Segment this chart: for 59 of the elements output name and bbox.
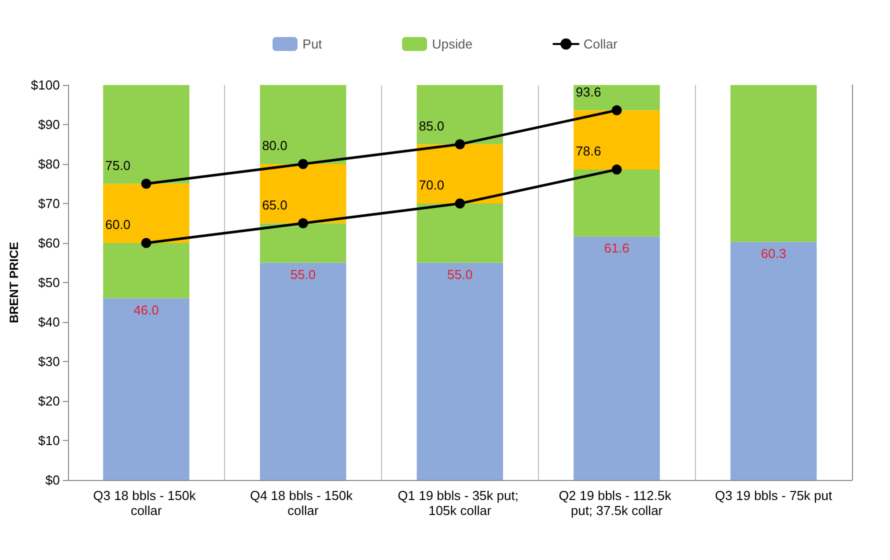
x-tick-label: Q1 19 bbls - 35k put; 105k collar xyxy=(398,488,522,518)
bar xyxy=(574,170,660,237)
point xyxy=(141,178,152,189)
y-tick-label: $50 xyxy=(38,275,60,290)
bar xyxy=(416,204,504,263)
data-label: 80.0 xyxy=(262,138,288,153)
data-label: 46.0 xyxy=(134,302,159,318)
y-tick-label: $90 xyxy=(38,117,60,132)
legend-label: Put xyxy=(302,36,322,52)
bar xyxy=(260,223,346,263)
point xyxy=(454,139,465,150)
y-tick-label: $100 xyxy=(30,78,60,92)
data-label: 85.0 xyxy=(418,118,444,134)
bar xyxy=(730,242,817,480)
data-label: 93.6 xyxy=(576,84,602,100)
x-tick-label: Q3 19 bbls - 75k put xyxy=(715,488,832,503)
bar xyxy=(730,85,817,242)
bar xyxy=(574,85,660,110)
x-tick-label: Q3 18 bbls - 150k collar xyxy=(93,488,200,518)
bar xyxy=(103,85,190,184)
bar xyxy=(103,298,190,480)
x-tick-label: Q4 18 bbls - 150k collar xyxy=(250,488,356,518)
data-label: 61.6 xyxy=(604,240,630,256)
bar xyxy=(416,85,504,144)
point xyxy=(454,198,465,208)
bar xyxy=(260,164,346,224)
bar xyxy=(103,243,190,298)
y-tick-label: $80 xyxy=(38,156,60,172)
bar xyxy=(103,184,190,243)
y-tick-label: $60 xyxy=(38,236,60,250)
x-tick-label: Q2 19 bbls - 112.5k put; 37.5k collar xyxy=(558,488,675,518)
bar xyxy=(260,85,346,164)
bar xyxy=(416,144,504,204)
bar xyxy=(416,262,504,480)
y-axis-title: BRENT PRICE xyxy=(7,242,21,324)
y-tick-label: $10 xyxy=(38,433,60,448)
data-label: 55.0 xyxy=(290,266,316,282)
data-label: 70.0 xyxy=(418,178,444,192)
point xyxy=(141,238,152,248)
legend-label: Collar xyxy=(584,36,618,52)
data-label: 55.0 xyxy=(447,266,473,282)
y-tick-label: $30 xyxy=(38,354,60,369)
y-tick-label: $40 xyxy=(38,314,60,330)
y-tick-label: $70 xyxy=(38,196,60,211)
point xyxy=(612,164,622,175)
data-label: 60.0 xyxy=(105,217,131,232)
bar xyxy=(574,110,660,170)
bar xyxy=(574,236,660,480)
data-label: 75.0 xyxy=(105,158,131,173)
point xyxy=(612,105,622,116)
bar xyxy=(260,262,346,480)
data-label: 65.0 xyxy=(262,197,288,212)
data-label: 60.3 xyxy=(760,246,786,261)
point xyxy=(298,159,308,169)
legend-label: Upside xyxy=(432,36,473,52)
y-tick-label: $0 xyxy=(45,472,60,488)
data-label: 78.6 xyxy=(576,144,602,159)
point xyxy=(298,218,308,228)
y-tick-label: $20 xyxy=(38,394,60,408)
